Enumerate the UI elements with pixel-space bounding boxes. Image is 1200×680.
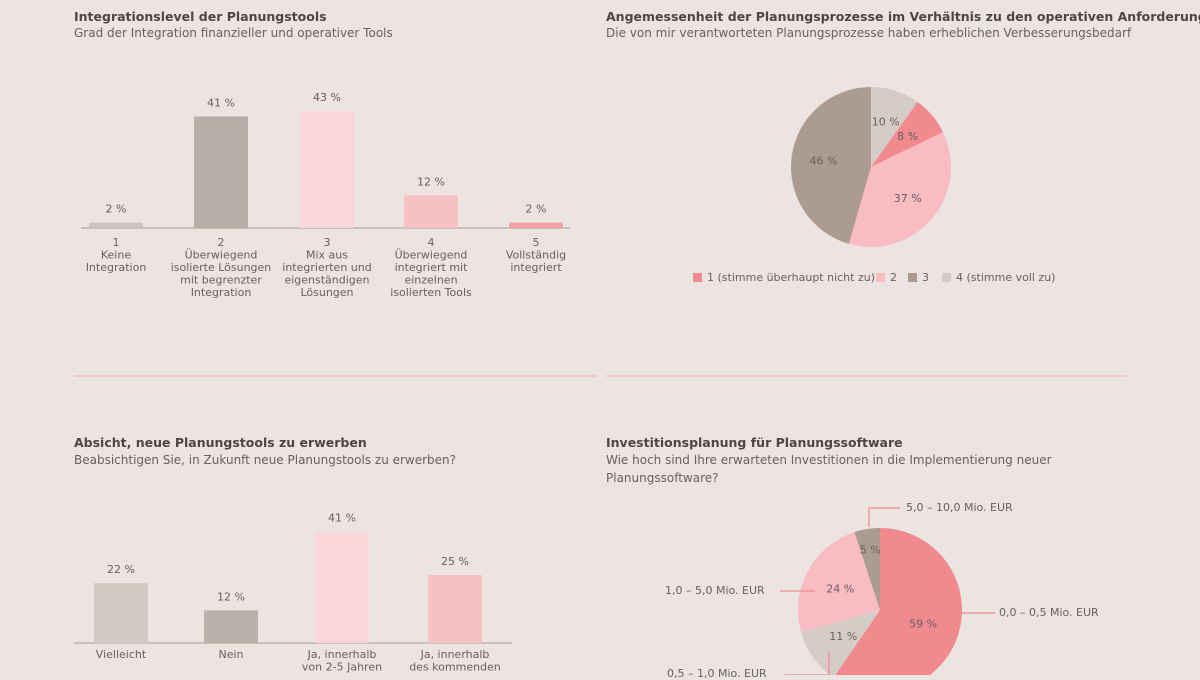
x-tick-label: isolierten Tools (390, 286, 472, 299)
x-tick-label: 4 (428, 236, 435, 249)
bar-data-label: 25 % (441, 555, 469, 568)
legend-swatch (942, 273, 951, 282)
legend-item-3: 3 (908, 271, 929, 284)
legend-label: 1 (stimme überhaupt nicht zu) (707, 271, 876, 284)
callout-0-0.5: 0,0 – 0,5 Mio. EUR (999, 606, 1099, 619)
x-tick-label: integriert (510, 261, 562, 274)
pie-data-label: 10 % (872, 115, 900, 128)
pie-slice (798, 532, 880, 632)
x-tick-label: Vollständig (506, 249, 566, 262)
bar (428, 575, 482, 643)
legend-label: 3 (922, 271, 929, 284)
x-tick-label: 2 (218, 236, 225, 249)
x-tick-label: 3 (324, 236, 331, 249)
legend-label: 2 (890, 271, 897, 284)
legend-item-1: 1 (stimme überhaupt nicht zu) (693, 271, 875, 284)
x-tick-label: integriert mit (395, 261, 469, 274)
pie-data-label: 5 % (860, 543, 881, 556)
bar-data-label: 22 % (107, 563, 135, 576)
pie-data-label: 11 % (829, 630, 857, 643)
pie-slice (854, 528, 880, 610)
bar (204, 610, 258, 643)
pie-data-label: 37 % (894, 192, 922, 205)
x-tick-label: Keine (101, 249, 131, 262)
x-tick-label: einzelnen (404, 274, 457, 287)
callout-0.5-1: 0,5 – 1,0 Mio. EUR (667, 667, 767, 680)
x-tick-label: Überwiegend (395, 249, 468, 262)
pie-data-label: 24 % (826, 583, 854, 596)
bar-data-label: 12 % (417, 175, 445, 188)
pie-slice (800, 610, 880, 675)
legend-swatch (876, 273, 885, 282)
x-tick-label: Vielleicht (96, 648, 147, 661)
x-tick-label: von 2-5 Jahren (302, 661, 382, 674)
bar-data-label: 12 % (217, 590, 245, 603)
chart2-title: Angemessenheit der Planungsprozesse im V… (606, 9, 1200, 24)
x-tick-label: des kommenden (409, 661, 501, 674)
x-tick-label: Mix aus (306, 249, 348, 262)
leader-line-5-10 (868, 507, 900, 527)
x-tick-label: 1 (113, 236, 120, 249)
investment-leader-lines (780, 507, 995, 675)
legend-item-2: 2 (876, 271, 897, 284)
x-tick-label: Integration (191, 286, 252, 299)
x-tick-label: Ja, innerhalb (307, 648, 377, 661)
x-tick-label: Nein (218, 648, 243, 661)
x-tick-label: Lösungen (300, 286, 353, 299)
investment-pie-chart: 59 % 11 % 24 % 5 % (798, 528, 962, 675)
pie-data-label: 46 % (809, 154, 837, 167)
pie-data-label: 8 % (897, 130, 918, 143)
chart1-title: Integrationslevel der Planungstools (74, 9, 327, 24)
bar (300, 111, 354, 228)
bar-data-label: 2 % (106, 203, 127, 216)
chart4-subtitle: Wie hoch sind Ihre erwarteten Investitio… (606, 453, 1052, 485)
chart3-title: Absicht, neue Planungstools zu erwerben (74, 435, 367, 450)
legend-swatch (693, 273, 702, 282)
x-tick-label: 5 (533, 236, 540, 249)
bar-data-label: 41 % (328, 511, 356, 524)
adequacy-pie-chart: 10 % 8 % 37 % 46 % (790, 87, 951, 247)
bar (315, 531, 369, 643)
bar-data-label: 43 % (313, 91, 341, 104)
bar-data-label: 2 % (526, 203, 547, 216)
bar (509, 222, 563, 228)
legend-item-4: 4 (stimme voll zu) (942, 271, 1055, 284)
x-tick-label: Ja, innerhalb (420, 648, 490, 661)
legend-label: 4 (stimme voll zu) (956, 271, 1056, 284)
callout-5-10: 5,0 – 10,0 Mio. EUR (906, 501, 1013, 514)
pie-slice (835, 528, 962, 675)
chart2-subtitle: Die von mir verantworteten Planungsproze… (606, 26, 1132, 40)
chart3-subtitle: Beabsichtigen Sie, in Zukunft neue Planu… (74, 453, 457, 467)
x-tick-label: mit begrenzter (180, 274, 262, 287)
bar (404, 195, 458, 228)
x-tick-label: integrierten und (282, 261, 371, 274)
pie-slice (871, 87, 918, 167)
callout-1-5: 1,0 – 5,0 Mio. EUR (665, 584, 765, 597)
x-tick-label: Integration (86, 261, 147, 274)
bar-data-label: 41 % (207, 96, 235, 109)
pie-data-label: 59 % (909, 617, 937, 630)
pie-slice (871, 101, 944, 167)
pie-slice (790, 87, 871, 244)
x-tick-label: eigenständigen (284, 274, 369, 287)
legend-swatch (908, 273, 917, 282)
bar (94, 583, 148, 643)
x-tick-label: isolierte Lösungen (171, 261, 272, 274)
bar (194, 116, 248, 228)
pie-slice (848, 132, 951, 247)
chart4-title: Investitionsplanung für Planungssoftware (606, 435, 903, 450)
x-tick-label: Überwiegend (185, 249, 258, 262)
chart1-subtitle: Grad der Integration finanzieller und op… (74, 26, 393, 40)
bar (89, 222, 143, 228)
